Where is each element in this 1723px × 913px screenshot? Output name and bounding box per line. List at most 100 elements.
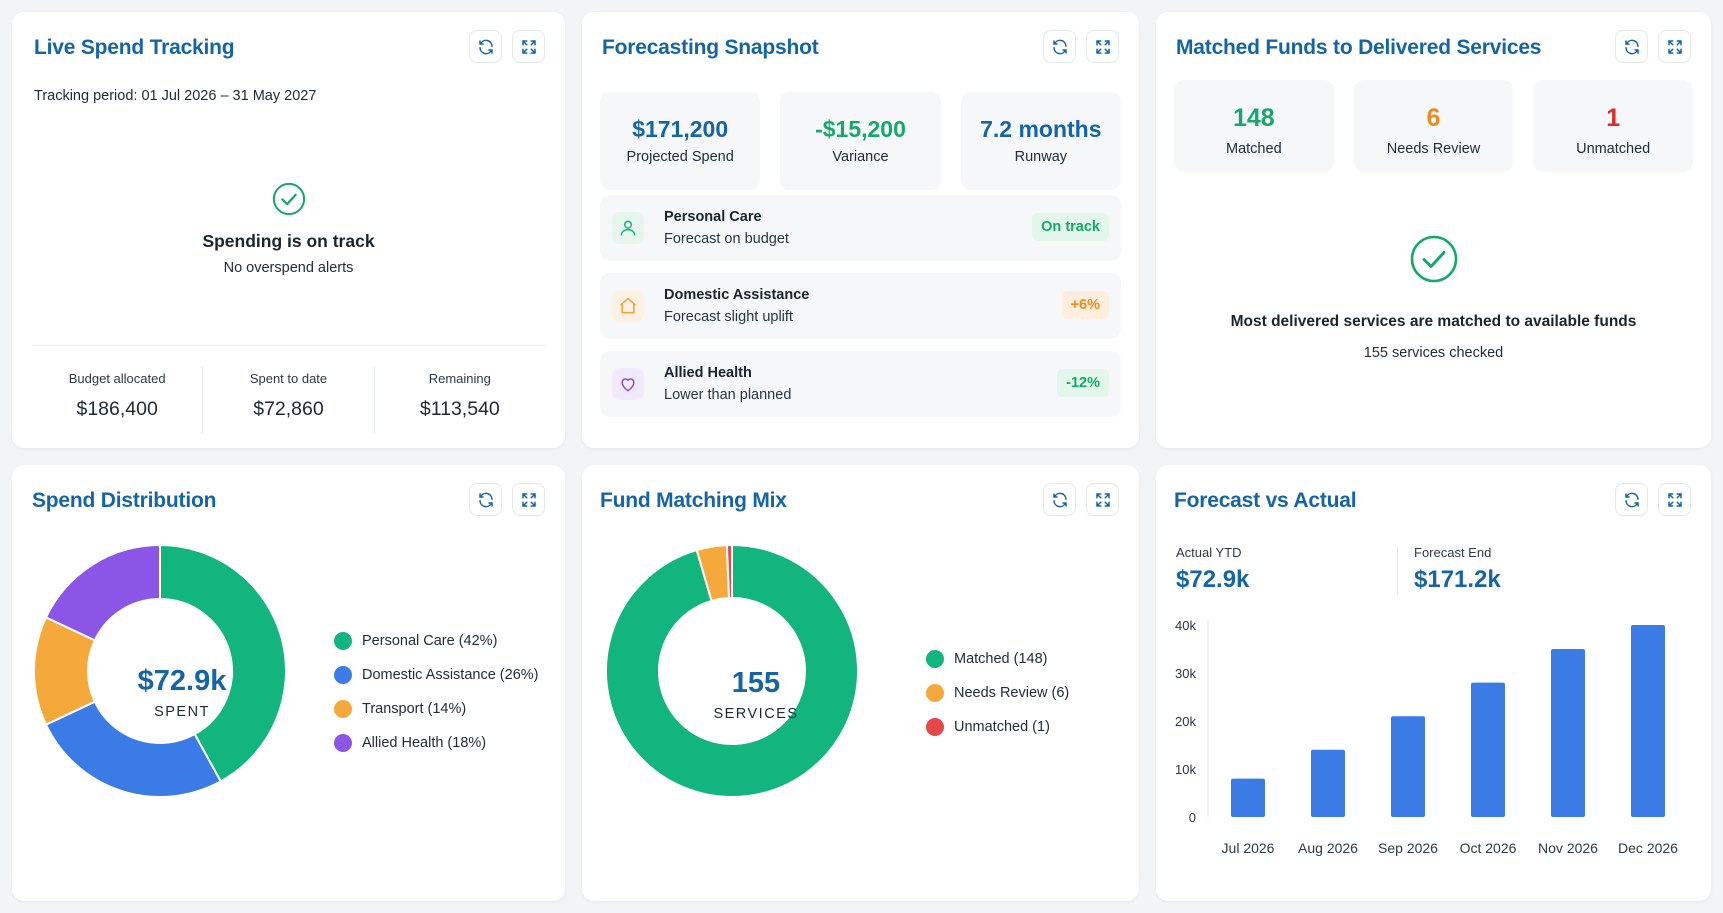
- bar-oct-2026[interactable]: [1471, 682, 1505, 817]
- forecast-bar-chart: 0 10k 20k 30k 40k Jul 2026 Aug 2026 Sep 2026 Oct…: [1175, 618, 1678, 856]
- x-tick-label: Nov 2026: [1538, 840, 1598, 856]
- home-icon: [620, 297, 636, 314]
- legend-item[interactable]: Domestic Assistance (26%): [334, 658, 538, 692]
- card-title: Matched Funds to Delivered Services: [1176, 36, 1542, 59]
- forecast-row-allied-health[interactable]: Allied Health Lower than planned -12%: [600, 351, 1121, 417]
- refresh-button[interactable]: [1043, 483, 1076, 516]
- status-subtitle: No overspend alerts: [223, 260, 354, 276]
- divider: [1397, 547, 1398, 595]
- chart-legend: Personal Care (42%) Domestic Assistance …: [334, 624, 538, 760]
- check-circle-icon: [1410, 235, 1457, 283]
- legend-swatch: [926, 718, 944, 736]
- y-tick-label: 10k: [1175, 762, 1196, 777]
- legend-label: Matched (148): [954, 651, 1048, 667]
- kpi-projected-spend: $171,200 Projected Spend: [600, 92, 761, 190]
- refresh-button[interactable]: [1615, 483, 1648, 516]
- live-spend-card: Live Spend Tracking Tracking period: 01 …: [12, 12, 565, 448]
- x-tick-label: Jul 2026: [1222, 840, 1275, 856]
- legend-swatch: [926, 650, 944, 668]
- legend-item[interactable]: Matched (148): [926, 642, 1069, 676]
- legend-item[interactable]: Unmatched (1): [926, 710, 1069, 744]
- kpi-unmatched: 1 Unmatched: [1533, 80, 1694, 172]
- bar-sep-2026[interactable]: [1391, 716, 1425, 817]
- kpi-label: Unmatched: [1576, 141, 1651, 157]
- forecast-row-domestic-assistance[interactable]: Domestic Assistance Forecast slight upli…: [600, 273, 1121, 339]
- donut-center-label: SERVICES: [713, 706, 799, 722]
- refresh-icon: [1052, 39, 1067, 54]
- card-title: Fund Matching Mix: [600, 489, 787, 512]
- legend-swatch: [334, 632, 352, 650]
- kpi-value: $171,200: [632, 116, 729, 142]
- spend-donut-chart: [33, 543, 287, 798]
- kpi-label: Needs Review: [1386, 141, 1481, 157]
- legend-item[interactable]: Allied Health (18%): [334, 726, 538, 760]
- expand-icon: [1667, 492, 1682, 507]
- refresh-icon: [1624, 39, 1639, 54]
- forecasting-snapshot-card: Forecasting Snapshot $171,200 Projected …: [582, 12, 1139, 448]
- expand-button[interactable]: [512, 30, 545, 63]
- kpi-value: 1: [1606, 104, 1621, 132]
- refresh-button[interactable]: [469, 30, 502, 63]
- legend-label: Transport (14%): [362, 701, 467, 717]
- legend-label: Allied Health (18%): [362, 735, 487, 751]
- kpi-runway: 7.2 months Runway: [960, 92, 1121, 190]
- heart-icon: [621, 378, 635, 392]
- chart-legend: Matched (148) Needs Review (6) Unmatched…: [926, 642, 1069, 744]
- spend-donut-slice-2[interactable]: [44, 700, 223, 798]
- legend-label: Unmatched (1): [954, 719, 1050, 735]
- expand-icon: [521, 39, 536, 54]
- refresh-button[interactable]: [469, 483, 502, 516]
- y-tick-label: 0: [1189, 810, 1196, 825]
- bar-nov-2026[interactable]: [1551, 649, 1585, 817]
- fund-matching-donut-slice-1[interactable]: [606, 545, 859, 798]
- bar-jul-2026[interactable]: [1231, 778, 1265, 817]
- budget-stats: Budget allocated $186,400 Spent to date …: [32, 367, 545, 433]
- card-title: Live Spend Tracking: [34, 36, 235, 59]
- refresh-icon: [478, 492, 493, 507]
- expand-button[interactable]: [1658, 483, 1691, 516]
- kpi-variance: -$15,200 Variance: [780, 92, 941, 190]
- kpi-matched: 148 Matched: [1174, 80, 1334, 172]
- spend-donut-slice-4[interactable]: [44, 543, 161, 642]
- stat-remaining: Remaining $113,540: [373, 367, 545, 433]
- match-subtext: 155 services checked: [1363, 345, 1504, 361]
- row-title: Allied Health: [664, 365, 752, 381]
- refresh-button[interactable]: [1615, 30, 1648, 63]
- donut-center-label: SPENT: [154, 704, 210, 720]
- row-subtitle: Forecast slight uplift: [664, 309, 793, 325]
- row-title: Domestic Assistance: [664, 287, 810, 303]
- forecast-row-personal-care[interactable]: Personal Care Forecast on budget On trac…: [600, 195, 1121, 261]
- expand-button[interactable]: [1086, 483, 1119, 516]
- legend-label: Domestic Assistance (26%): [362, 667, 539, 683]
- forecast-end-stat: Forecast End $171.2k: [1414, 545, 1501, 594]
- donut-center-value: 155: [731, 667, 781, 699]
- legend-item[interactable]: Transport (14%): [334, 692, 538, 726]
- expand-icon: [1667, 39, 1682, 54]
- card-title: Forecasting Snapshot: [602, 36, 819, 59]
- fund-matching-mix-card: Fund Matching Mix 155 SERVICES Matched (…: [582, 465, 1139, 901]
- fund-matching-donut-slice-3[interactable]: [725, 545, 733, 600]
- bar-dec-2026[interactable]: [1631, 625, 1665, 817]
- stat-value: $113,540: [419, 398, 500, 420]
- refresh-button[interactable]: [1043, 30, 1076, 63]
- x-tick-label: Sep 2026: [1378, 840, 1438, 856]
- card-title: Spend Distribution: [32, 489, 217, 512]
- match-message: Most delivered services are matched to a…: [1230, 313, 1637, 330]
- stat-value: $72,860: [253, 398, 324, 420]
- stat-spent-to-date: Spent to date $72,860: [202, 367, 373, 433]
- expand-button[interactable]: [1658, 30, 1691, 63]
- kpi-value: 7.2 months: [980, 116, 1102, 142]
- spend-donut-slice-1[interactable]: [159, 543, 287, 783]
- y-tick-label: 40k: [1175, 618, 1196, 633]
- bar-aug-2026[interactable]: [1311, 749, 1345, 817]
- expand-button[interactable]: [512, 483, 545, 516]
- actual-ytd-stat: Actual YTD $72.9k: [1176, 545, 1249, 594]
- status-title: Spending is on track: [202, 231, 375, 251]
- legend-item[interactable]: Personal Care (42%): [334, 624, 538, 658]
- card-title: Forecast vs Actual: [1174, 489, 1357, 512]
- check-circle-icon: [272, 182, 305, 216]
- stat-value: $186,400: [76, 398, 158, 420]
- expand-button[interactable]: [1086, 30, 1119, 63]
- stat-label: Spent to date: [249, 371, 328, 386]
- legend-item[interactable]: Needs Review (6): [926, 676, 1069, 710]
